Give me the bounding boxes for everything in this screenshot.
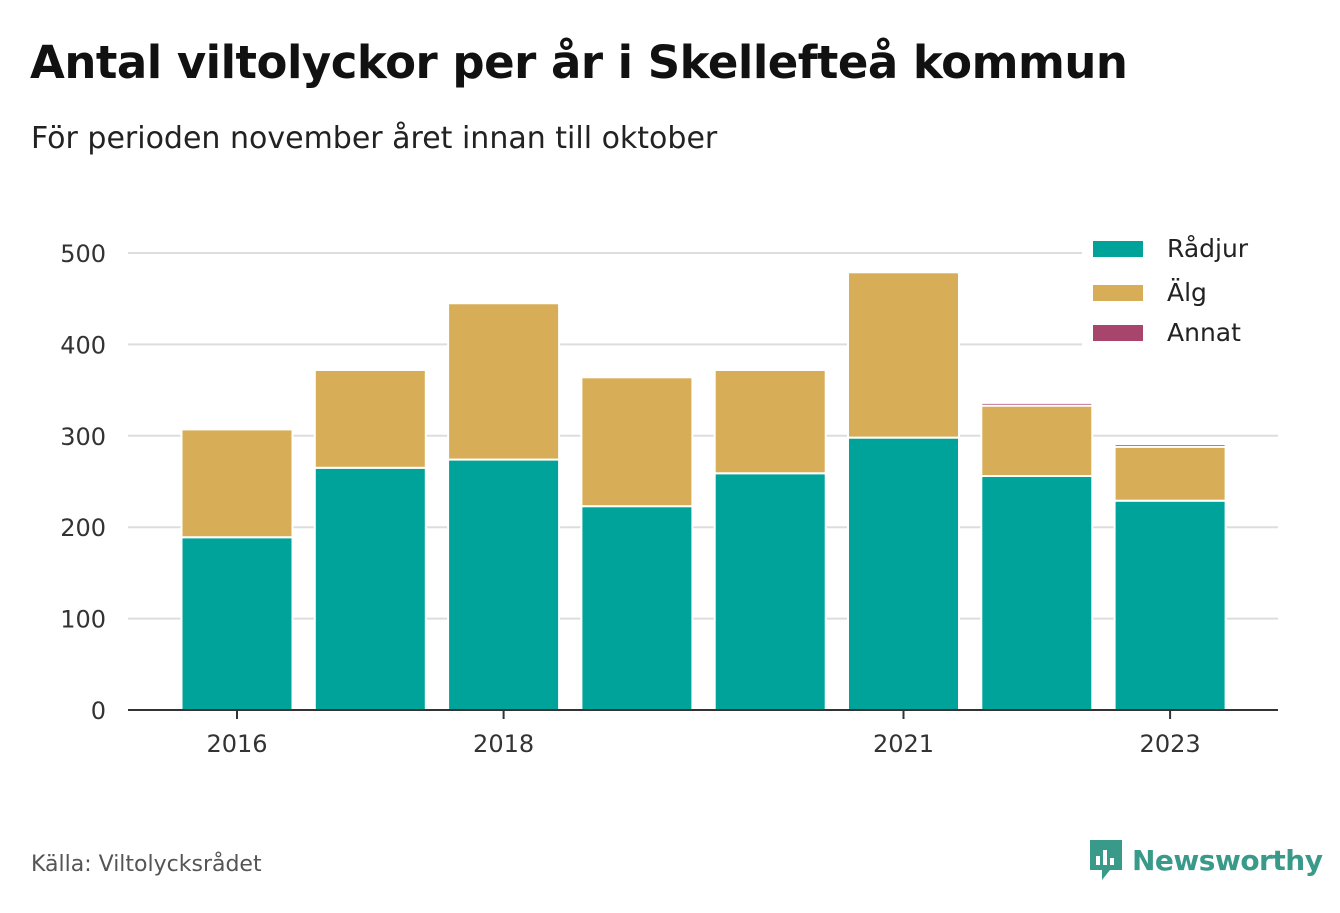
bar-radjur-2019 <box>580 505 694 712</box>
source-note: Källa: Viltolycksrådet <box>31 852 262 877</box>
y-tick-label-200: 200 <box>60 514 106 542</box>
bars <box>180 269 1227 712</box>
legend-item-radjur: Rådjur <box>1093 234 1248 263</box>
y-tick-label-400: 400 <box>60 331 106 359</box>
legend-item-alg: Älg <box>1093 278 1207 307</box>
x-tick-label-2021: 2021 <box>873 730 934 758</box>
chart-title: Antal viltolyckor per år i Skellefteå ko… <box>30 36 1128 89</box>
bar-radjur-2020 <box>713 472 827 711</box>
bar-alg-2017 <box>313 368 427 469</box>
legend-swatch-alg <box>1093 284 1143 301</box>
axes: 0 100 200 300 400 500 2016 2018 2021 2023 <box>60 240 1278 758</box>
y-tick-label-100: 100 <box>60 606 106 634</box>
bar-annat-2023 <box>1113 443 1227 448</box>
bar-alg-2020 <box>713 368 827 475</box>
legend-label-radjur: Rådjur <box>1167 234 1249 263</box>
bar-radjur-2016 <box>180 536 294 712</box>
legend: Rådjur Älg Annat <box>1082 226 1278 347</box>
x-tick-label-2016: 2016 <box>206 730 267 758</box>
bar-alg-2021 <box>847 271 960 439</box>
legend-label-annat: Annat <box>1167 318 1241 347</box>
bar-radjur-2023 <box>1113 499 1227 711</box>
y-tick-label-0: 0 <box>91 697 106 725</box>
bar-annat-2020 <box>713 367 827 371</box>
bar-alg-2022 <box>980 404 1094 478</box>
brand-name: Newsworthy <box>1132 843 1323 877</box>
chart-subtitle: För perioden november året innan till ok… <box>31 121 718 156</box>
legend-swatch-annat <box>1093 324 1143 341</box>
bar-alg-2023 <box>1113 445 1227 502</box>
legend-label-alg: Älg <box>1167 278 1207 307</box>
bar-alg-2016 <box>180 428 294 539</box>
bar-radjur-2018 <box>447 458 561 711</box>
bar-radjur-2021 <box>847 436 960 711</box>
bar-alg-2019 <box>580 376 694 508</box>
legend-swatch-radjur <box>1093 240 1143 257</box>
x-tick-label-2018: 2018 <box>473 730 534 758</box>
y-tick-label-500: 500 <box>60 240 106 268</box>
bar-radjur-2017 <box>313 466 427 712</box>
y-tick-label-300: 300 <box>60 423 106 451</box>
bar-alg-2018 <box>447 302 561 461</box>
bar-annat-2022 <box>980 401 1094 407</box>
x-tick-label-2023: 2023 <box>1140 730 1201 758</box>
bar-radjur-2022 <box>980 475 1094 711</box>
legend-item-annat: Annat <box>1093 318 1241 347</box>
brand-logo[interactable]: Newsworthy <box>1088 838 1323 882</box>
newsworthy-logo-icon <box>1090 840 1122 880</box>
bar-annat-2021 <box>847 269 960 274</box>
